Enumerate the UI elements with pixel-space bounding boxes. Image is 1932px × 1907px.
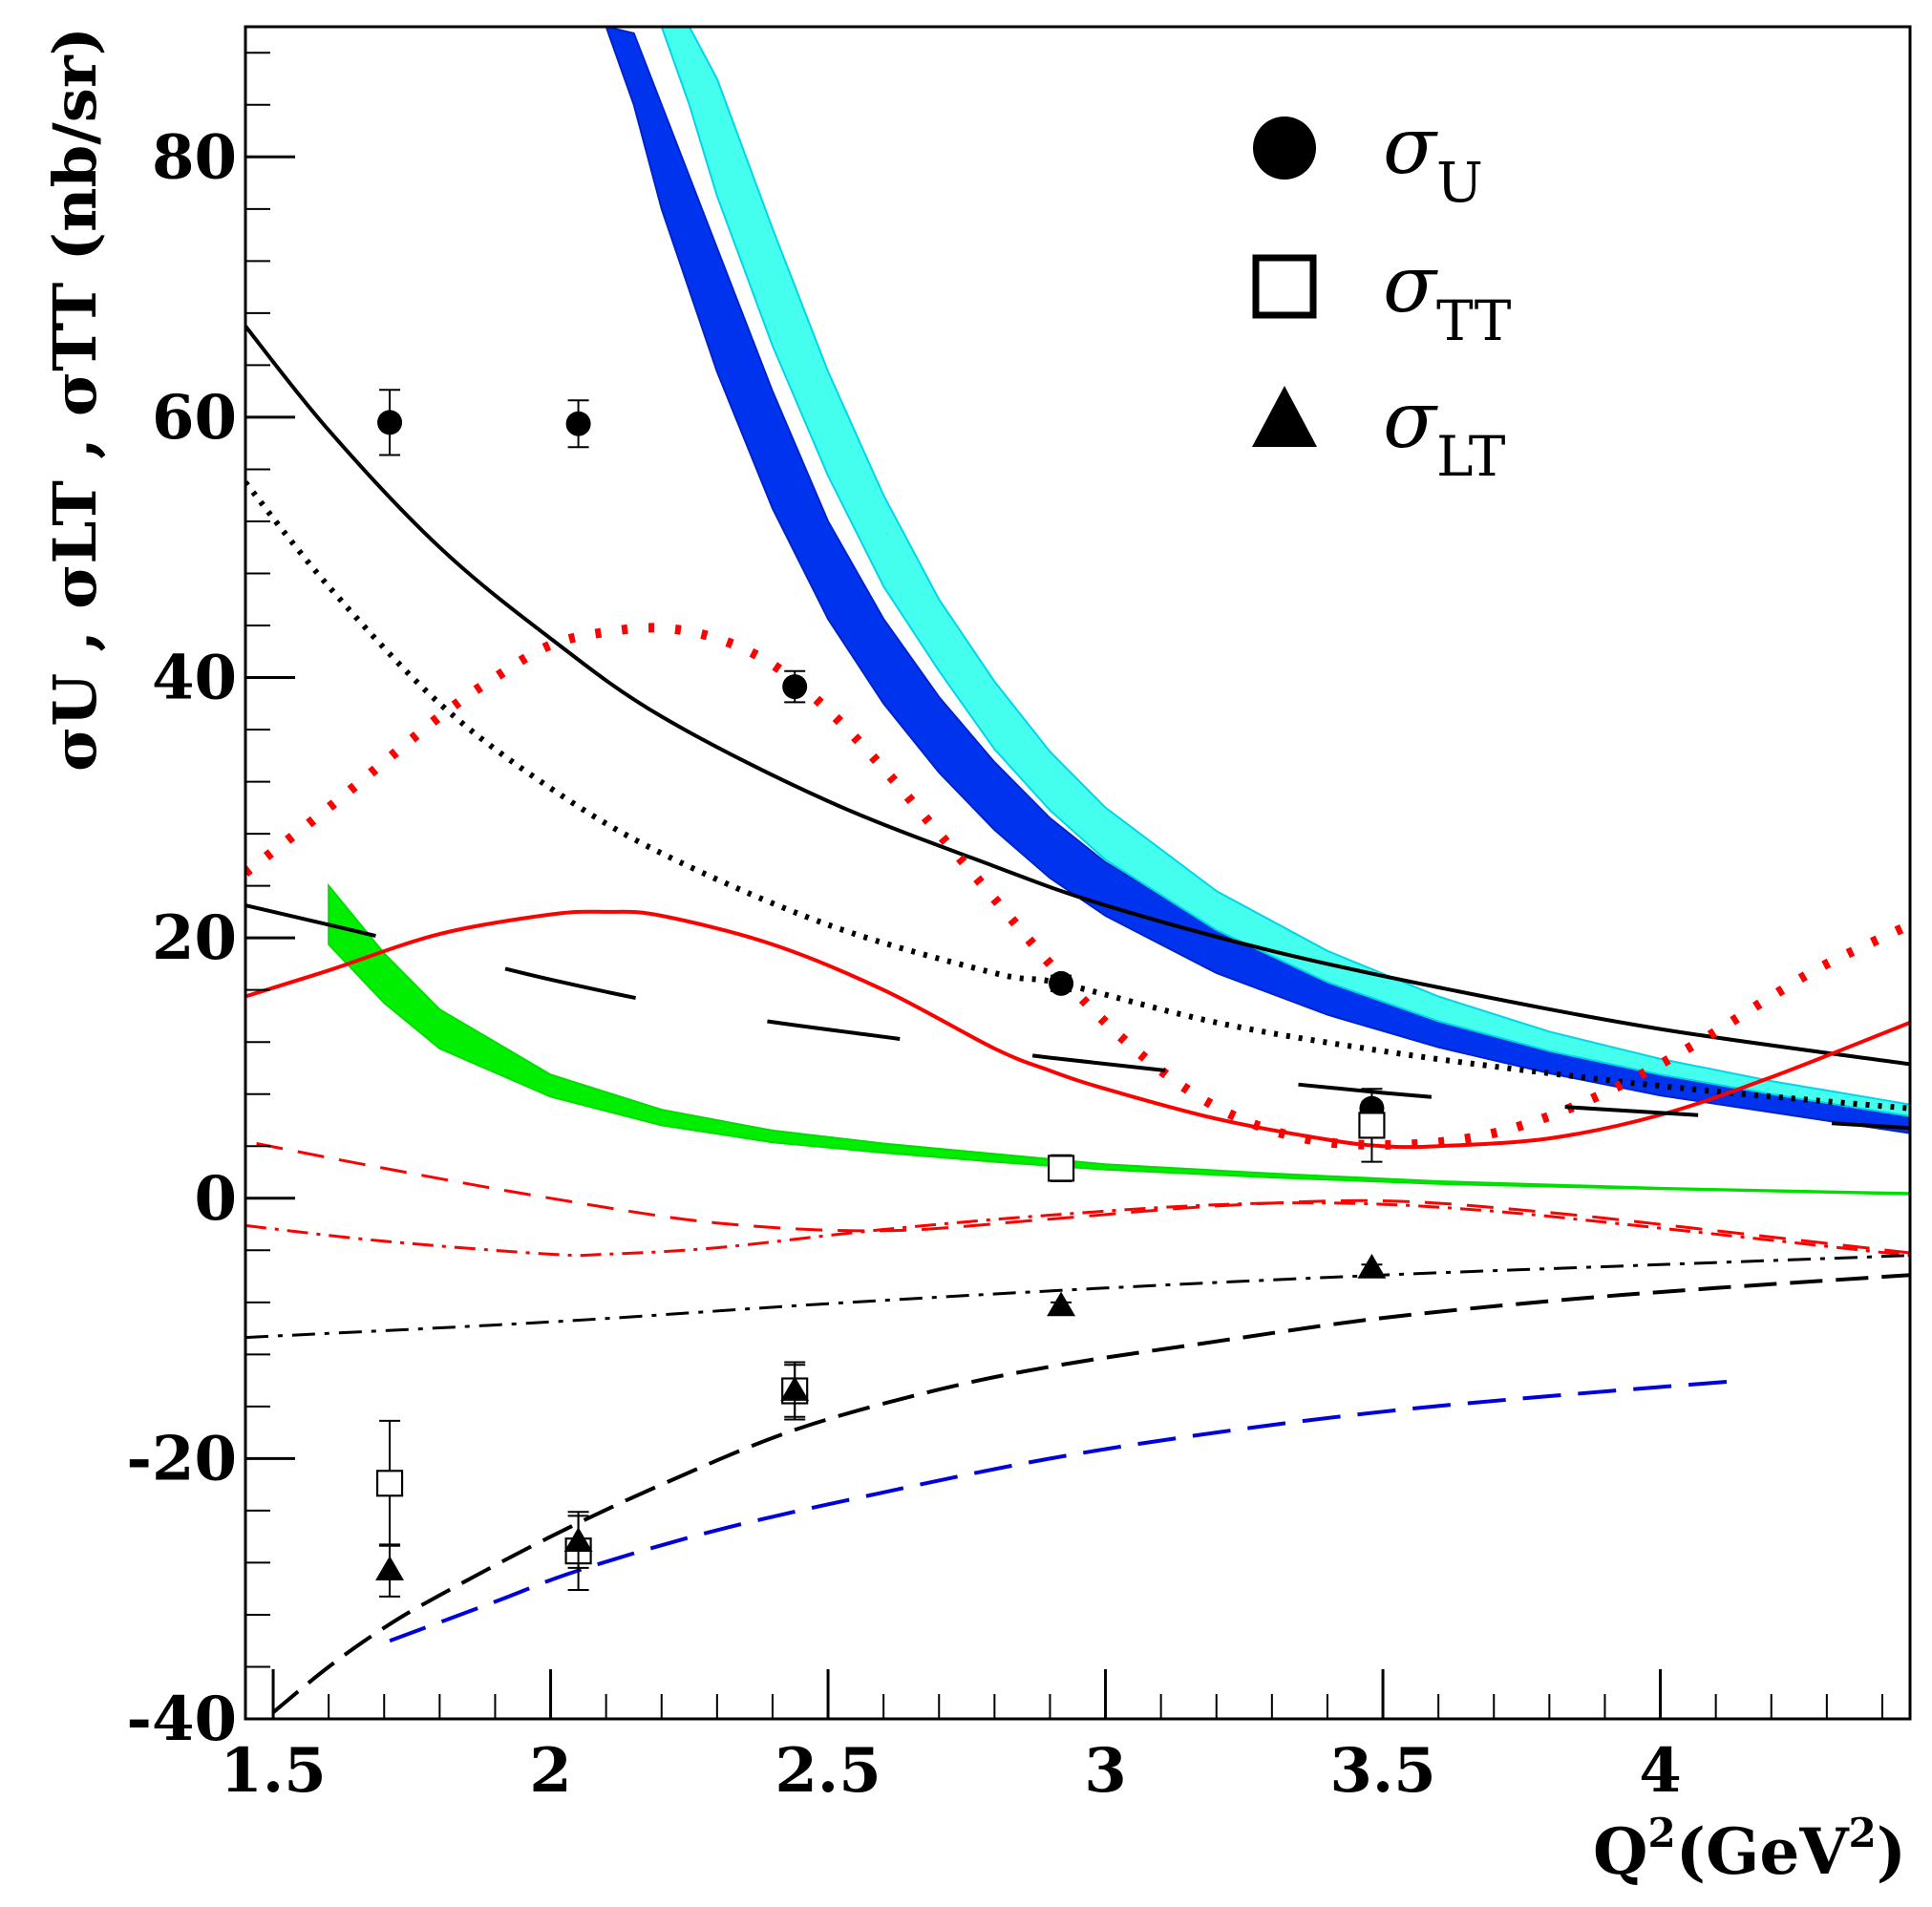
curve-layer (245, 325, 1910, 1714)
legend-marker-sigma-lt (1252, 386, 1317, 447)
y-tick-label: 60 (152, 382, 237, 454)
black-dashed-curve (271, 1273, 1910, 1714)
x-tick-label: 2 (529, 1735, 572, 1807)
sigma-lt-point (1357, 1254, 1387, 1279)
y-axis-title: σU , σLT , σTT (nb/sr) (40, 27, 110, 772)
sigma-tt-point (1358, 1112, 1386, 1139)
sigma-u-point (565, 411, 591, 436)
x-axis-title: Q2(GeV2) (1593, 1810, 1906, 1889)
y-tick-label: 0 (194, 1163, 237, 1235)
sigma-u-point (377, 410, 403, 435)
sigma-u-point (1049, 970, 1074, 996)
x-tick-label: 4 (1639, 1735, 1682, 1807)
x-axis-title-end: ) (1877, 1814, 1906, 1889)
legend-label: σTT (1383, 240, 1512, 353)
sigma-lt-point (1047, 1291, 1076, 1317)
legend-symbol: σ (1383, 240, 1438, 330)
legend-subscript: TT (1436, 288, 1512, 353)
red-dashdot-curve (245, 1201, 1910, 1258)
legend-symbol: σ (1383, 101, 1438, 192)
x-tick-label: 3.5 (1329, 1735, 1435, 1807)
x-axis: 1.5 2 2.5 3 3.5 4 (220, 1669, 1883, 1807)
sigma-u-point (782, 674, 808, 700)
black-solid-upper-curve (245, 325, 1910, 1067)
black-dashdot-curve (245, 1254, 1910, 1340)
y-tick-label: 20 (152, 902, 237, 974)
x-axis-title-sup1: 2 (1648, 1810, 1676, 1856)
sigma-lt-point (375, 1556, 405, 1580)
sigma-lt-point (563, 1527, 593, 1552)
x-axis-title-base: Q (1593, 1814, 1648, 1889)
red-solid-curve (245, 909, 1910, 1150)
black-long-dash-curve (245, 903, 1910, 1131)
legend-label: σLT (1383, 375, 1506, 489)
legend-marker-sigma-tt (1252, 254, 1317, 319)
blue-dashed-curve (389, 1378, 1744, 1643)
y-tick-label: -20 (126, 1423, 237, 1494)
legend-label: σU (1383, 101, 1483, 215)
data-point-layer (375, 389, 1387, 1598)
legend-subscript: U (1436, 150, 1483, 215)
x-tick-label: 1.5 (220, 1735, 326, 1807)
red-dashed-curve (256, 1142, 1910, 1255)
sigma-lt-point (780, 1376, 810, 1401)
legend-marker-sigma-u (1253, 117, 1316, 180)
green-band (328, 882, 1910, 1196)
sigma-tt-point (1047, 1155, 1075, 1182)
y-tick-label: 80 (152, 121, 237, 193)
band-layer (328, 27, 1910, 1196)
x-tick-label: 3 (1084, 1735, 1127, 1807)
x-axis-title-mid: (GeV (1676, 1814, 1851, 1889)
plot-frame (244, 25, 1912, 1721)
x-tick-label: 2.5 (775, 1735, 881, 1807)
y-tick-label: 40 (152, 643, 237, 714)
legend-subscript: LT (1436, 424, 1506, 489)
x-axis-title-sup2: 2 (1849, 1810, 1877, 1856)
sigma-tt-point (375, 1470, 404, 1497)
legend-symbol: σ (1383, 375, 1438, 466)
y-tick-label: -40 (126, 1684, 237, 1755)
cyan-band (660, 27, 1910, 1117)
y-axis: -40 -20 0 20 40 60 80 (126, 52, 295, 1755)
blue-band (605, 27, 1910, 1134)
